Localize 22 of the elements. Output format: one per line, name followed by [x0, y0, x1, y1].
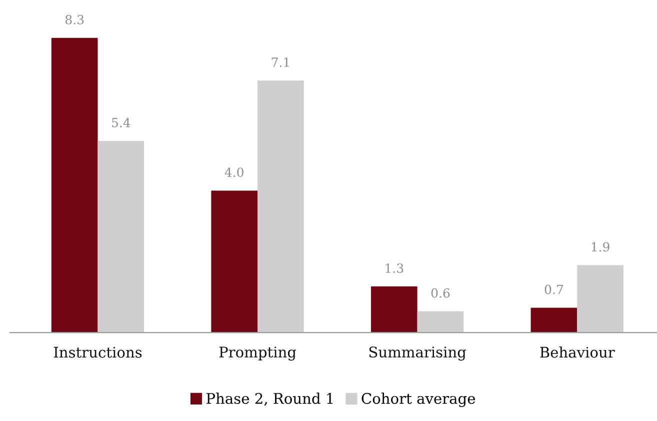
x-tick-label: Behaviour — [540, 346, 615, 358]
data-label: 1.3 — [386, 263, 404, 273]
x-tick-label: Summarising — [369, 346, 466, 361]
bar — [530, 308, 578, 333]
bar — [51, 38, 98, 333]
bar — [370, 286, 418, 333]
bar — [98, 140, 144, 333]
legend-label: Phase 2, Round 1 — [206, 392, 333, 406]
data-label: 7.1 — [272, 58, 289, 67]
data-label: 5.4 — [112, 118, 130, 128]
data-label: 4.0 — [224, 168, 244, 178]
data-label: 0.7 — [544, 284, 563, 294]
bar — [258, 80, 304, 333]
data-label: 1.9 — [592, 242, 610, 252]
legend-label: Cohort average — [362, 392, 475, 407]
bar — [577, 265, 624, 333]
data-label: 0.6 — [431, 288, 450, 298]
bar — [211, 190, 258, 333]
bar — [417, 311, 464, 333]
x-tick-label: Prompting — [219, 346, 296, 361]
x-tick-label: Instructions — [54, 346, 142, 358]
data-label: 8.3 — [65, 14, 84, 24]
